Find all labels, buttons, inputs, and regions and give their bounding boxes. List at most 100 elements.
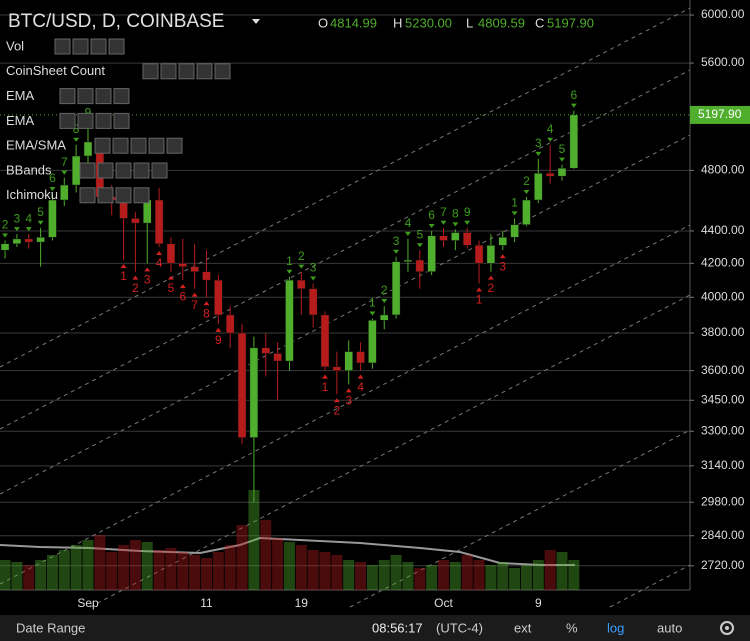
volume-bar [94, 535, 106, 590]
indicator-button[interactable] [77, 112, 94, 129]
indicator-button[interactable] [79, 187, 96, 204]
indicator-button[interactable] [59, 112, 76, 129]
volume-bar [248, 490, 260, 590]
indicator-button[interactable] [151, 162, 168, 179]
indicator-button[interactable] [113, 112, 130, 129]
y-tick-label: 2980.00 [701, 494, 745, 508]
volume-bar [497, 562, 509, 590]
buy-arrow [570, 103, 577, 108]
indicator-button[interactable] [142, 63, 159, 80]
buy-count: 2 [298, 249, 305, 263]
indicator-label[interactable]: BBands [6, 162, 52, 177]
symbol-menu[interactable] [252, 19, 260, 24]
indicator-button[interactable] [77, 88, 94, 105]
indicator-button[interactable] [148, 137, 165, 154]
candle-body [368, 320, 377, 364]
volume-bar [438, 560, 449, 590]
buy-count: 1 [511, 196, 518, 210]
volume-bar [177, 552, 189, 590]
indicator-label[interactable]: CoinSheet Count [6, 63, 105, 78]
volume-bar [378, 560, 390, 590]
indicator-button[interactable] [115, 162, 132, 179]
ohlc-value: 5197.90 [547, 15, 594, 30]
auto-toggle[interactable]: auto [657, 620, 682, 635]
indicator-button[interactable] [178, 63, 195, 80]
ext-toggle[interactable]: ext [514, 620, 532, 635]
indicator-button[interactable] [214, 63, 231, 80]
indicator-button[interactable] [112, 137, 129, 154]
x-tick-label: 19 [295, 596, 309, 610]
buy-count: 1 [369, 296, 376, 310]
candle-body [332, 366, 342, 371]
buy-count: 3 [310, 261, 317, 275]
buy-count: 3 [535, 136, 542, 150]
indicator-button[interactable] [97, 187, 114, 204]
volume-bar [402, 562, 414, 590]
percent-toggle[interactable]: % [566, 620, 578, 635]
y-tick-label: 4800.00 [701, 163, 745, 177]
sell-arrow [333, 398, 340, 403]
indicator-button[interactable] [108, 38, 125, 55]
indicator-button[interactable] [54, 38, 71, 55]
indicator-label[interactable]: EMA [6, 88, 35, 103]
indicator-button[interactable] [166, 137, 183, 154]
sell-count: 1 [322, 380, 329, 394]
indicator-button[interactable] [90, 38, 107, 55]
indicator-button[interactable] [113, 88, 130, 105]
timezone[interactable]: (UTC-4) [436, 620, 483, 635]
indicator-button[interactable] [115, 187, 132, 204]
buy-count: 7 [61, 155, 68, 169]
indicator-label[interactable]: EMA [6, 113, 35, 128]
candle-body [36, 237, 45, 243]
date-range[interactable]: Date Range [16, 620, 85, 635]
y-tick-label: 3600.00 [701, 363, 745, 377]
sell-arrow [120, 264, 127, 269]
buy-arrow [547, 137, 554, 142]
candle-body [545, 173, 555, 177]
candle-body [510, 224, 519, 238]
sell-arrow [132, 275, 139, 280]
indicator-button[interactable] [133, 162, 150, 179]
indicator-label[interactable]: EMA/SMA [6, 138, 66, 153]
volume-bar [46, 555, 58, 590]
buy-arrow [535, 151, 542, 156]
sell-arrow [476, 287, 483, 292]
buy-arrow [49, 186, 56, 191]
volume-bar [414, 568, 426, 590]
buy-count: 3 [14, 211, 21, 225]
volume-bar [343, 560, 355, 590]
indicator-button[interactable] [133, 187, 150, 204]
indicator-button[interactable] [94, 137, 111, 154]
x-tick-label: 11 [200, 596, 213, 610]
indicator-button[interactable] [72, 38, 89, 55]
indicator-button[interactable] [160, 63, 177, 80]
indicator-label[interactable]: Vol [6, 38, 24, 53]
symbol-title[interactable]: BTC/USD, D, COINBASE [8, 11, 224, 32]
volume-bar [509, 568, 521, 590]
x-tick-label: 9 [535, 596, 542, 610]
candle-body [308, 288, 318, 316]
volume-bar [236, 525, 248, 590]
indicator-button[interactable] [79, 162, 96, 179]
indicator-button[interactable] [95, 112, 112, 129]
indicator-button[interactable] [196, 63, 213, 80]
indicator-button[interactable] [59, 88, 76, 105]
ohlc-value: 4814.99 [330, 15, 377, 30]
last-price-tag [690, 105, 750, 124]
buy-arrow [286, 269, 293, 274]
candle-body [534, 173, 543, 201]
candle-body [415, 259, 425, 272]
buy-count: 2 [523, 174, 530, 188]
settings-icon[interactable] [720, 621, 734, 635]
buy-count: 5 [416, 227, 423, 241]
volume-bar [129, 540, 141, 590]
indicator-button[interactable] [130, 137, 147, 154]
log-toggle[interactable]: log [607, 620, 624, 635]
indicator-label[interactable]: Ichimoku [6, 187, 58, 202]
indicator-button[interactable] [95, 88, 112, 105]
candle-body [131, 218, 140, 224]
buy-count: 8 [73, 122, 80, 136]
candle-body [403, 259, 413, 262]
ohlc-letter: L [466, 15, 473, 30]
indicator-button[interactable] [97, 162, 114, 179]
